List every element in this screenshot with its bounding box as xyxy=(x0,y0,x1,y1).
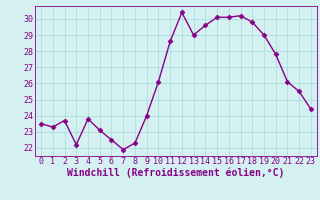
X-axis label: Windchill (Refroidissement éolien,°C): Windchill (Refroidissement éolien,°C) xyxy=(67,168,285,178)
